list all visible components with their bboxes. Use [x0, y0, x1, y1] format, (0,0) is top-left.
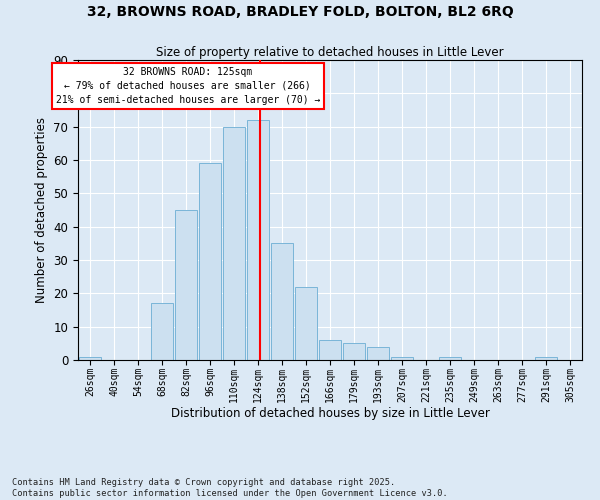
- Bar: [79, 356, 101, 360]
- Bar: [199, 164, 221, 360]
- Bar: [271, 244, 293, 360]
- Bar: [319, 340, 341, 360]
- Bar: [247, 120, 269, 360]
- Bar: [295, 286, 317, 360]
- Bar: [367, 346, 389, 360]
- Bar: [535, 356, 557, 360]
- Title: Size of property relative to detached houses in Little Lever: Size of property relative to detached ho…: [156, 46, 504, 59]
- Text: 32 BROWNS ROAD: 125sqm
← 79% of detached houses are smaller (266)
21% of semi-de: 32 BROWNS ROAD: 125sqm ← 79% of detached…: [56, 66, 320, 104]
- Bar: [391, 356, 413, 360]
- Bar: [151, 304, 173, 360]
- Text: 32, BROWNS ROAD, BRADLEY FOLD, BOLTON, BL2 6RQ: 32, BROWNS ROAD, BRADLEY FOLD, BOLTON, B…: [86, 5, 514, 19]
- X-axis label: Distribution of detached houses by size in Little Lever: Distribution of detached houses by size …: [170, 407, 490, 420]
- Bar: [175, 210, 197, 360]
- Y-axis label: Number of detached properties: Number of detached properties: [35, 117, 48, 303]
- Text: Contains HM Land Registry data © Crown copyright and database right 2025.
Contai: Contains HM Land Registry data © Crown c…: [12, 478, 448, 498]
- Bar: [223, 126, 245, 360]
- Bar: [343, 344, 365, 360]
- Bar: [439, 356, 461, 360]
